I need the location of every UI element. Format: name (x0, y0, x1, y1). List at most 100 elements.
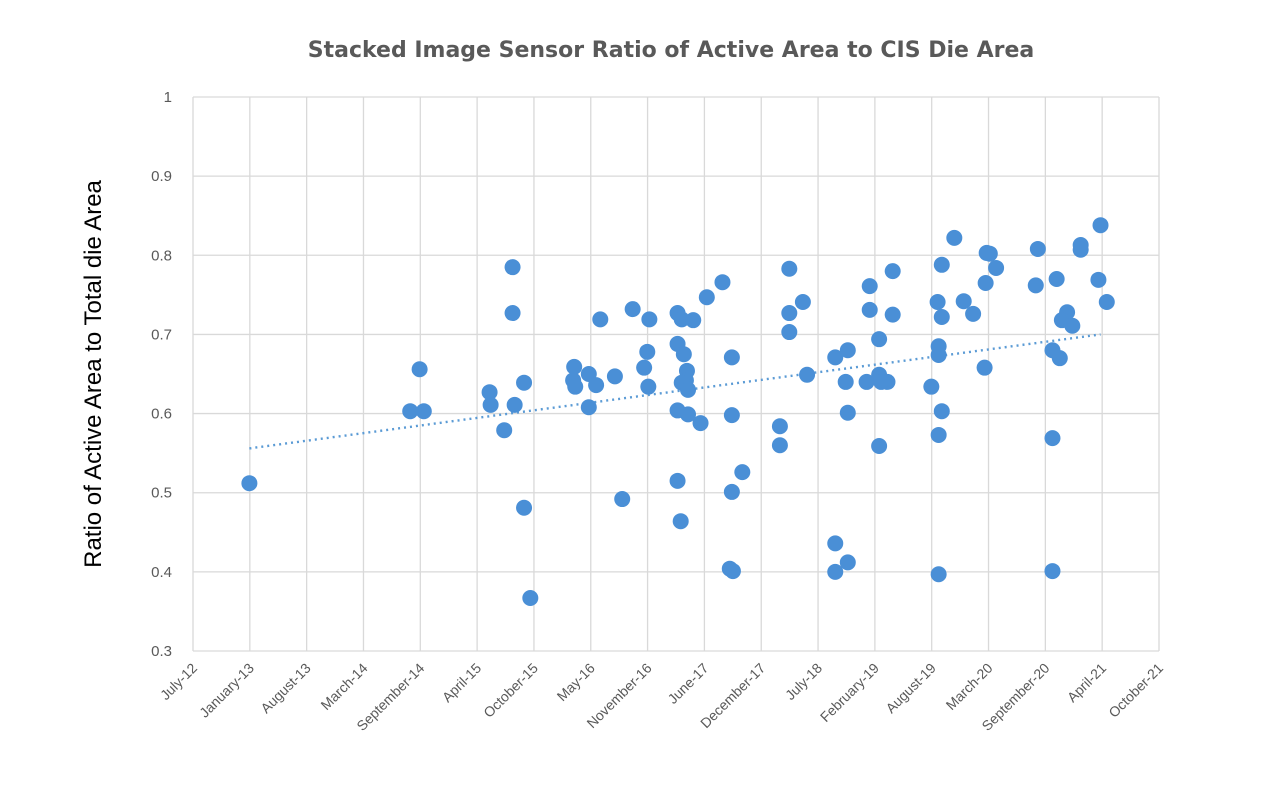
data-point (714, 274, 731, 291)
data-point (614, 491, 631, 508)
data-point (879, 373, 896, 390)
data-point (723, 407, 740, 424)
data-point (516, 374, 533, 391)
data-point (692, 415, 709, 432)
data-point (734, 464, 751, 481)
data-point (871, 438, 888, 455)
data-point (981, 245, 998, 262)
x-tick-label: April-15 (439, 660, 485, 706)
data-point (771, 437, 788, 454)
data-point (411, 361, 428, 378)
x-tick-label: August-13 (257, 660, 314, 717)
data-point (929, 293, 946, 310)
data-point (566, 358, 583, 375)
data-point (606, 368, 623, 385)
x-tick-label: January-13 (196, 660, 257, 721)
data-point (673, 311, 690, 328)
data-point (827, 563, 844, 580)
data-point (946, 229, 963, 246)
data-point (827, 535, 844, 552)
data-point (482, 396, 499, 413)
x-tick-label: June-17 (664, 660, 711, 707)
y-axis-ticks: 0.3 0.4 0.5 0.6 0.7 0.8 0.9 1 (151, 89, 172, 660)
data-point (669, 472, 686, 489)
data-point (516, 499, 533, 516)
data-point (923, 378, 940, 395)
gridlines (192, 96, 1160, 652)
data-point (592, 311, 609, 328)
y-tick-label: 0.9 (151, 168, 172, 185)
data-point (402, 403, 419, 420)
chart-title: Stacked Image Sensor Ratio of Active Are… (308, 38, 1035, 63)
y-tick-label: 0.7 (151, 326, 172, 343)
x-tick-label: February-19 (817, 660, 882, 725)
data-point (415, 403, 432, 420)
y-axis-label: Ratio of Active Area to Total die Area (80, 179, 107, 567)
data-point (588, 377, 605, 394)
data-point (639, 343, 656, 360)
data-point (1072, 241, 1089, 258)
data-point (930, 426, 947, 443)
data-point (839, 404, 856, 421)
data-point (496, 422, 513, 439)
data-point (933, 403, 950, 420)
data-point (1064, 317, 1081, 334)
data-point (781, 260, 798, 277)
x-tick-label: March-20 (943, 660, 996, 713)
x-tick-label: March-14 (317, 660, 370, 713)
data-point (241, 475, 258, 492)
data-point (1044, 430, 1061, 447)
data-point (884, 306, 901, 323)
data-point (930, 566, 947, 583)
x-tick-label: July-12 (157, 660, 200, 703)
data-point (861, 301, 878, 318)
y-tick-label: 1 (164, 89, 172, 106)
data-point (504, 305, 521, 322)
data-point (1027, 277, 1044, 294)
data-point (723, 483, 740, 500)
data-point (933, 309, 950, 326)
y-tick-label: 0.5 (151, 485, 172, 502)
x-tick-label: August-19 (882, 660, 939, 717)
data-point (481, 384, 498, 401)
x-tick-label: April-21 (1064, 660, 1110, 706)
data-point (871, 331, 888, 348)
data-point (723, 349, 740, 366)
data-point (930, 347, 947, 364)
data-point (827, 349, 844, 366)
data-point (1090, 271, 1107, 288)
data-point (839, 554, 856, 571)
data-point (685, 312, 702, 329)
data-point (1044, 563, 1061, 580)
x-tick-label: July-18 (782, 660, 825, 703)
y-tick-label: 0.6 (151, 406, 172, 423)
data-point (580, 399, 597, 416)
linear-trendline (249, 333, 1101, 450)
data-point (675, 346, 692, 363)
x-tick-label: October-15 (480, 660, 541, 721)
data-point (861, 278, 878, 295)
data-point (1029, 240, 1046, 257)
data-point (858, 373, 875, 390)
data-point (781, 305, 798, 322)
data-point (988, 259, 1005, 276)
data-point (522, 589, 539, 606)
data-point (965, 305, 982, 322)
data-point (933, 256, 950, 273)
y-tick-label: 0.4 (151, 564, 172, 581)
data-point (672, 513, 689, 530)
data-point (506, 396, 523, 413)
data-point (955, 293, 972, 310)
data-point (636, 359, 653, 376)
data-point (794, 293, 811, 310)
data-point (724, 563, 741, 580)
data-point (977, 274, 994, 291)
data-point (1098, 293, 1115, 310)
data-point (976, 359, 993, 376)
data-point (680, 406, 697, 423)
y-tick-label: 0.8 (151, 247, 172, 264)
data-point (1051, 350, 1068, 367)
y-tick-label: 0.3 (151, 643, 172, 660)
